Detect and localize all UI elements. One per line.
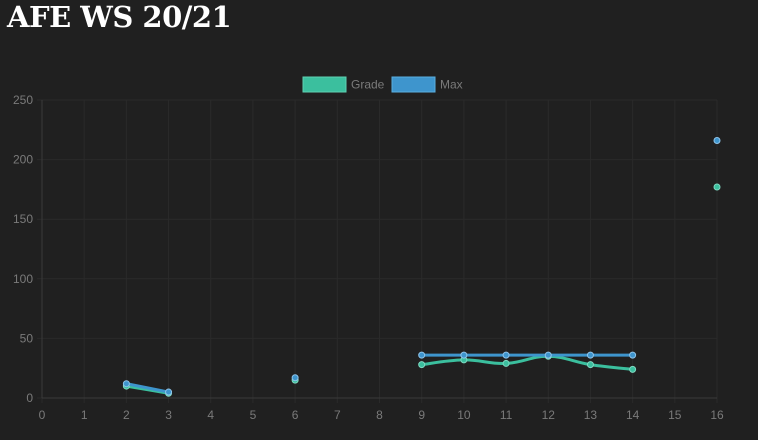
data-point[interactable] — [122, 380, 130, 388]
data-point[interactable] — [544, 351, 552, 359]
x-tick-label: 10 — [457, 408, 471, 422]
x-tick-label: 12 — [542, 408, 556, 422]
y-tick-label: 250 — [13, 93, 33, 107]
x-tick-label: 16 — [710, 408, 724, 422]
x-tick-label: 3 — [165, 408, 172, 422]
series-line — [420, 354, 635, 371]
data-point[interactable] — [502, 351, 510, 359]
data-point[interactable] — [629, 365, 637, 373]
page-title: AFE WS 20/21 — [7, 0, 232, 34]
data-point[interactable] — [713, 137, 721, 145]
x-tick-label: 6 — [292, 408, 299, 422]
x-tick-label: 0 — [39, 408, 46, 422]
y-tick-label: 100 — [13, 272, 33, 286]
y-axis-ticks: 0 50 100 150 200 250 — [13, 93, 33, 405]
chart-series — [122, 137, 721, 397]
data-point[interactable] — [418, 361, 426, 369]
x-axis-ticks: 0 1 2 3 4 5 6 7 8 9 10 11 12 13 14 15 16 — [39, 408, 724, 422]
x-tick-label: 11 — [500, 408, 513, 422]
data-point[interactable] — [586, 361, 594, 369]
data-point[interactable] — [418, 351, 426, 359]
legend-swatch — [391, 76, 436, 93]
x-tick-label: 4 — [207, 408, 214, 422]
legend-label: Grade — [351, 78, 385, 92]
x-tick-label: 13 — [584, 408, 598, 422]
chart-legend[interactable]: Grade Max — [302, 76, 463, 93]
x-tick-label: 7 — [334, 408, 341, 422]
x-tick-label: 14 — [626, 408, 640, 422]
data-point[interactable] — [713, 183, 721, 191]
x-tick-label: 8 — [376, 408, 383, 422]
data-point[interactable] — [165, 388, 173, 396]
x-tick-label: 15 — [668, 408, 682, 422]
data-point[interactable] — [460, 351, 468, 359]
x-tick-label: 5 — [250, 408, 257, 422]
x-tick-label: 9 — [418, 408, 425, 422]
legend-item-max[interactable]: Max — [391, 76, 463, 93]
x-tick-label: 1 — [81, 408, 88, 422]
data-point[interactable] — [586, 351, 594, 359]
chart-grid — [37, 99, 718, 403]
x-tick-label: 2 — [123, 408, 130, 422]
chart-axes — [41, 100, 717, 399]
y-tick-label: 200 — [13, 153, 33, 167]
data-point[interactable] — [502, 359, 510, 367]
legend-swatch — [302, 76, 347, 93]
legend-label: Max — [440, 78, 463, 92]
y-tick-label: 0 — [26, 391, 33, 405]
series-max — [122, 137, 721, 396]
data-point[interactable] — [291, 374, 299, 382]
y-tick-label: 50 — [20, 331, 34, 345]
y-tick-label: 150 — [13, 212, 33, 226]
data-point[interactable] — [629, 351, 637, 359]
legend-item-grade[interactable]: Grade — [302, 76, 385, 93]
